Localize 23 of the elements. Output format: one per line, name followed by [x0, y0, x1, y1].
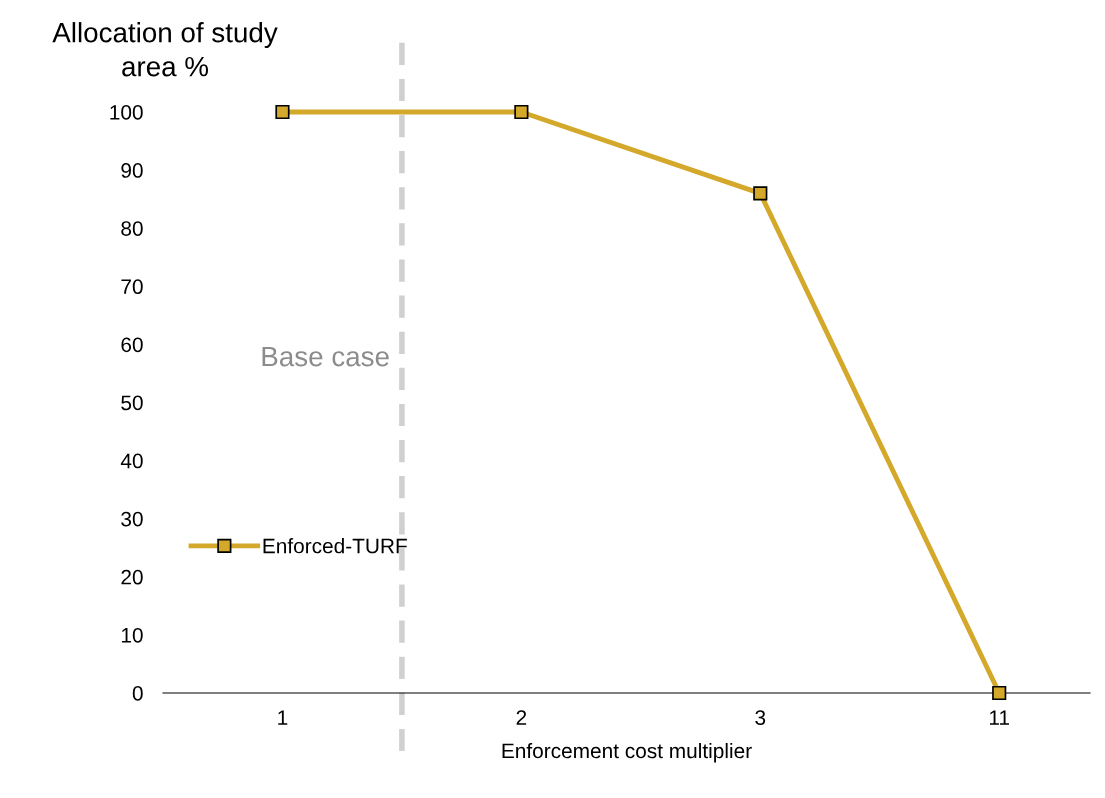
- y-tick-label: 80: [121, 221, 143, 236]
- x-tick-label: 2: [516, 710, 527, 725]
- y-tick-label: 20: [121, 569, 143, 585]
- y-tick-label: 0: [132, 686, 143, 701]
- y-tick-label: 60: [121, 337, 143, 353]
- x-tick-label: 11: [989, 710, 1010, 725]
- point: [514, 104, 529, 120]
- y-tick-label: 10: [121, 627, 143, 643]
- y-tick-label: 70: [121, 279, 143, 295]
- y-tick-label: 100: [110, 105, 143, 120]
- annotation: Base case: [262, 347, 389, 367]
- point: [753, 186, 768, 201]
- y-tick-label: 40: [120, 453, 143, 469]
- y-tick-label: 90: [121, 163, 143, 178]
- point: [275, 104, 290, 120]
- x-tick-label: 1: [278, 710, 288, 725]
- y-tick-label: 30: [121, 511, 143, 527]
- y-axis-title: Allocation of study area %: [52, 22, 278, 77]
- point: [992, 685, 1007, 701]
- x-tick-label: 3: [755, 710, 766, 725]
- y-tick-label: 50: [121, 395, 143, 411]
- legend-label: Enforced-TURF: [263, 538, 407, 554]
- x-axis-title: Enforcement cost multiplier: [502, 742, 752, 763]
